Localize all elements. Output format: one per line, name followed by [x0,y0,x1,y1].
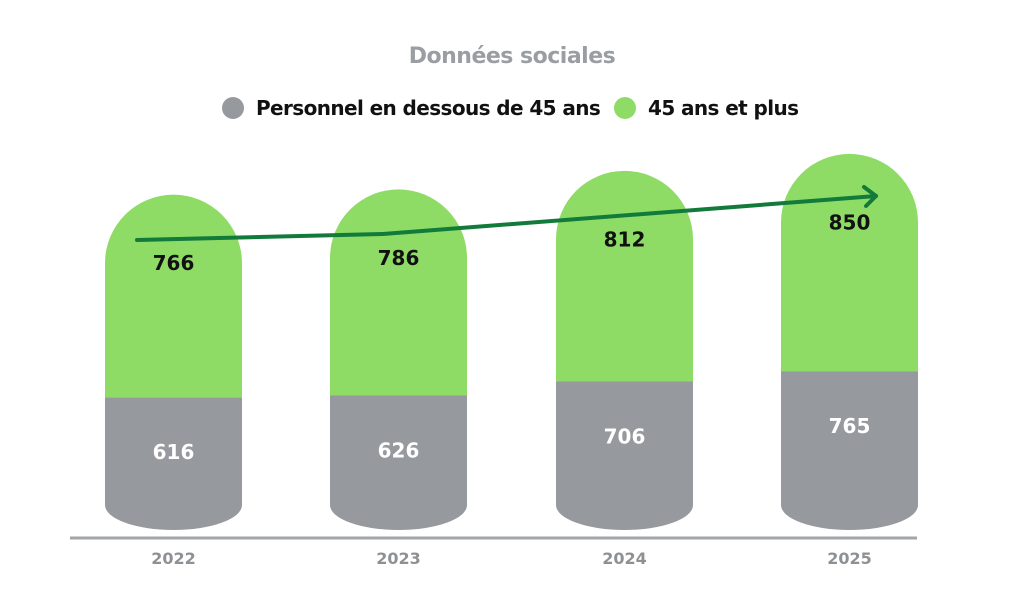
chart-title: Données sociales [408,44,616,69]
bar-segment-under-45 [105,397,242,530]
data-label-45-plus: 786 [378,246,420,270]
data-label-45-plus: 766 [153,251,195,275]
legend-label-under-45: Personnel en dessous de 45 ans [256,96,601,120]
legend-swatch-gray [222,97,244,119]
x-tick-label: 2024 [602,549,647,568]
x-tick-label: 2022 [151,549,196,568]
legend-label-45-plus: 45 ans et plus [648,96,799,120]
bar-segment-45-plus [105,194,242,398]
legend-item-45-plus: 45 ans et plus [614,96,799,120]
bar-segment-under-45 [330,395,467,530]
x-tick-label: 2023 [376,549,421,568]
trend-arrow-head-icon [862,185,878,208]
data-label-under-45: 706 [604,424,646,448]
data-label-under-45: 626 [378,438,420,462]
bar-segment-45-plus [781,153,918,372]
data-label-45-plus: 812 [604,227,646,251]
bar-segment-45-plus [330,189,467,396]
bar-segment-under-45 [556,381,693,530]
x-tick-label: 2025 [827,549,872,568]
legend-swatch-green [614,97,636,119]
bar-segment-under-45 [781,371,918,530]
data-label-under-45: 616 [153,440,195,464]
data-label-under-45: 765 [829,414,871,438]
legend-item-under-45: Personnel en dessous de 45 ans [222,96,601,120]
bar-segment-45-plus [556,170,693,382]
trend-line [135,194,878,242]
data-label-45-plus: 850 [829,210,871,234]
